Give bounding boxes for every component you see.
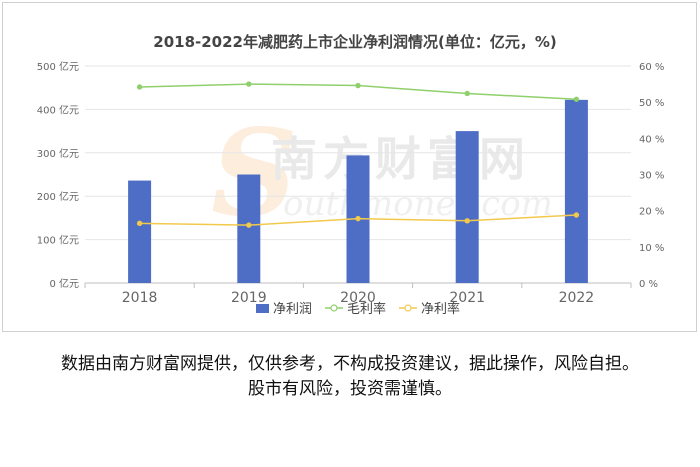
legend-label: 毛利率 — [347, 301, 386, 317]
disclaimer-line-1: 数据由南方财富网提供，仅供参考，不构成投资建议，据此操作，风险自担。 — [61, 354, 639, 374]
y-right-tick-label: 60 % — [639, 62, 664, 73]
legend-item: 毛利率 — [325, 301, 386, 317]
line-point — [464, 90, 470, 97]
line-point — [246, 81, 252, 87]
x-axis: 2018 2019 2020 2021 2022 — [84, 283, 632, 306]
bar — [237, 174, 261, 283]
legend: 净利润 毛利率 净利率 — [256, 301, 460, 317]
chart-title: 2018-2022年减肥药上市企业净利润情况(单位：亿元，%) — [153, 33, 556, 51]
bar — [128, 180, 152, 283]
x-tick-label: 2022 — [559, 290, 595, 306]
y-left-tick-label: 500 亿元 — [37, 60, 79, 73]
disclaimer: 数据由南方财富网提供，仅供参考，不构成投资建议，据此操作，风险自担。 股市有风险… — [0, 352, 700, 402]
line-point — [464, 218, 470, 224]
watermark-subtitle: outhmoney.com — [283, 184, 553, 224]
legend-label: 净利率 — [421, 301, 460, 317]
y-right-tick-label: 30 % — [639, 171, 664, 182]
line-point — [355, 215, 361, 222]
y-right-tick-label: 0 % — [639, 279, 658, 290]
y-left-tick-label: 400 亿元 — [37, 103, 79, 116]
y-left-tick-label: 300 亿元 — [37, 147, 79, 160]
y-left-tick-label: 200 亿元 — [37, 190, 79, 203]
x-tick-label: 2020 — [340, 290, 376, 306]
legend-item: 净利率 — [399, 301, 460, 317]
legend-item: 净利润 — [256, 302, 312, 317]
x-tick-label: 2019 — [231, 290, 267, 306]
x-tick-label: 2018 — [122, 290, 158, 306]
chart-frame: S 南方财富网 outhmoney.com 2018-2022年减肥药上市企业净… — [2, 2, 697, 332]
y-left-axis: 0 亿元 100 亿元 200 亿元 300 亿元 400 亿元 500 亿元 — [37, 60, 79, 290]
legend-marker — [330, 304, 338, 312]
y-right-tick-label: 50 % — [639, 98, 664, 109]
line-point — [573, 96, 580, 102]
line-point — [355, 82, 361, 89]
line-point — [136, 84, 143, 90]
bar — [564, 99, 588, 284]
y-left-tick-label: 0 亿元 — [49, 277, 79, 290]
line-series — [136, 81, 580, 228]
bar — [455, 131, 479, 283]
line-point — [136, 220, 143, 227]
watermark-logo: S 南方财富网 outhmoney.com — [211, 103, 553, 244]
y-right-tick-label: 10 % — [639, 243, 664, 254]
y-right-axis: 0 % 10 % 20 % 30 % 40 % 50 % 60 % — [639, 62, 664, 290]
bar-series — [128, 99, 588, 284]
y-right-tick-label: 40 % — [639, 134, 664, 145]
y-right-tick-label: 20 % — [639, 207, 664, 218]
line-point — [573, 212, 580, 218]
y-left-tick-label: 100 亿元 — [37, 234, 79, 247]
watermark-title: 南方财富网 — [271, 132, 531, 186]
chart-svg: S 南方财富网 outhmoney.com 2018-2022年减肥药上市企业净… — [37, 33, 665, 317]
legend-marker — [404, 304, 412, 312]
disclaimer-line-2: 股市有风险，投资需谨慎。 — [248, 379, 452, 399]
x-tick-label: 2021 — [449, 290, 485, 306]
line-point — [246, 222, 252, 228]
legend-swatch — [256, 304, 269, 313]
legend-label: 净利润 — [273, 302, 312, 317]
